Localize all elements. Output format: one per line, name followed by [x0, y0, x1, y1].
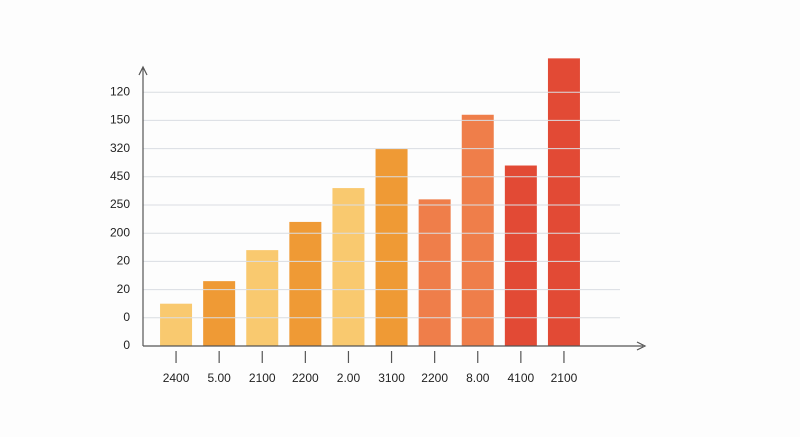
bar	[246, 250, 279, 346]
bar	[418, 199, 451, 346]
bar	[461, 114, 494, 346]
y-tick-label: 450	[110, 169, 130, 183]
x-tick-label: 4100	[507, 371, 534, 385]
x-tick-label: 5.00	[207, 371, 231, 385]
bar	[289, 221, 322, 346]
y-tick-label: 20	[117, 254, 131, 268]
bar	[160, 303, 193, 346]
x-tick-label: 2.00	[337, 371, 361, 385]
x-tick-label: 2100	[249, 371, 276, 385]
bar	[203, 281, 236, 346]
x-tick-label: 3100	[378, 371, 405, 385]
y-tick-label: 320	[110, 141, 130, 155]
bar	[375, 148, 408, 346]
y-tick-label: 20	[117, 282, 131, 296]
y-tick-label: 200	[110, 225, 130, 239]
y-tick-label: 120	[110, 84, 130, 98]
x-tick-label: 8.00	[466, 371, 490, 385]
y-tick-label: 0	[123, 310, 130, 324]
x-tick-label: 2100	[551, 371, 578, 385]
y-tick-label: 250	[110, 197, 130, 211]
x-tick-label: 2400	[163, 371, 190, 385]
x-tick-label: 2200	[292, 371, 319, 385]
y-axis-arrow	[138, 65, 148, 76]
bar	[332, 188, 365, 346]
x-axis-arrow	[636, 341, 647, 351]
x-tick-label: 2200	[421, 371, 448, 385]
bar	[504, 165, 537, 346]
y-tick-label: 150	[110, 113, 130, 127]
y-tick-label: 0	[123, 338, 130, 352]
bar	[547, 58, 580, 347]
